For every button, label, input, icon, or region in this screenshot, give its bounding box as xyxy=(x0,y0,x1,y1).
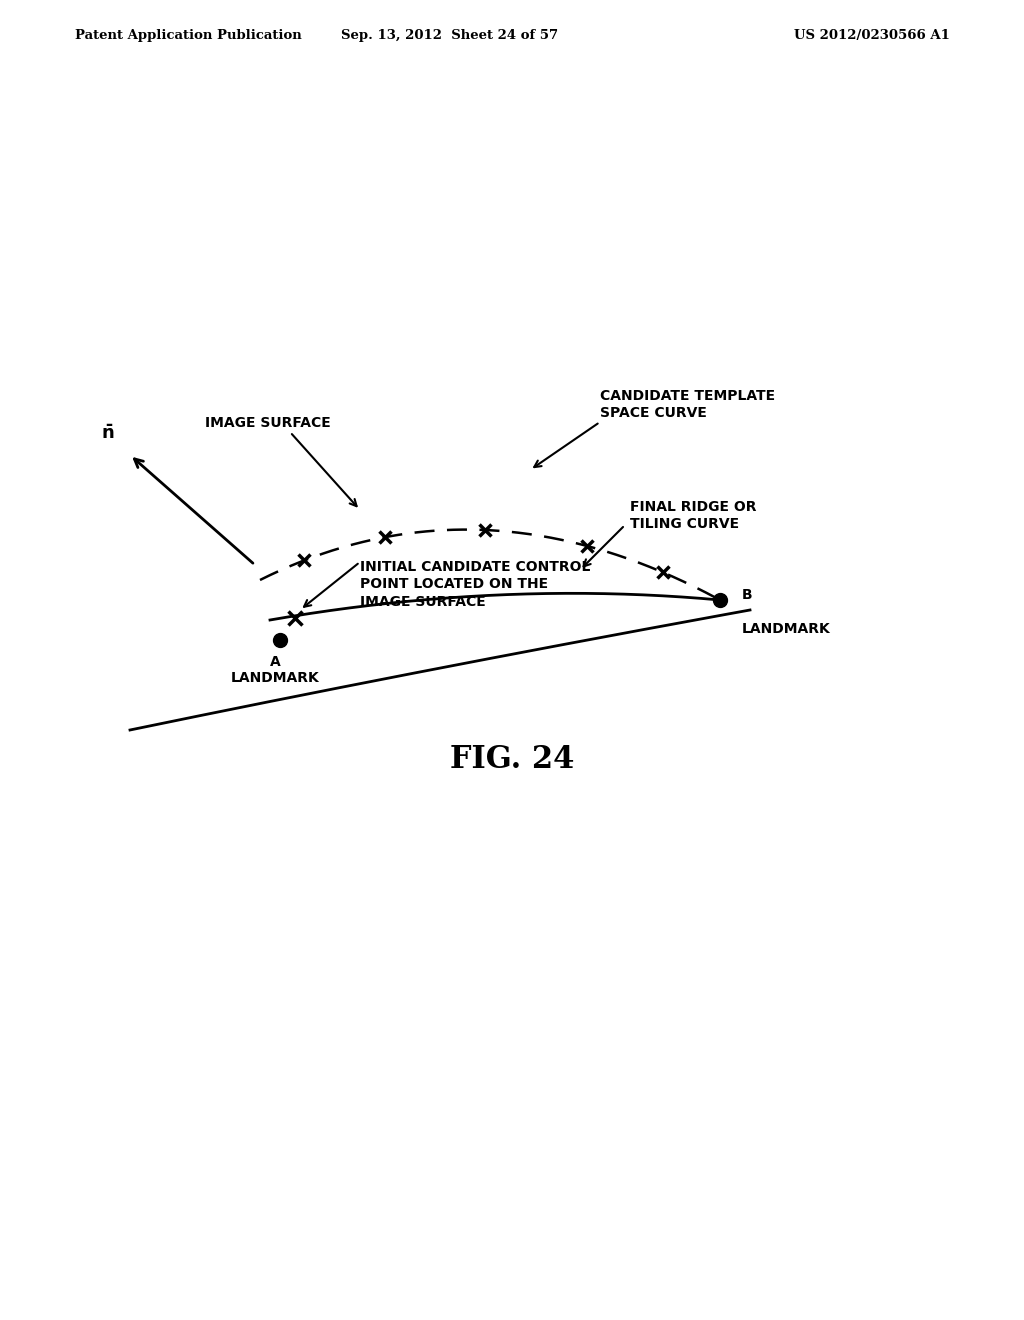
Text: B: B xyxy=(742,587,753,602)
Text: FINAL RIDGE OR
TILING CURVE: FINAL RIDGE OR TILING CURVE xyxy=(630,500,757,532)
Text: Sep. 13, 2012  Sheet 24 of 57: Sep. 13, 2012 Sheet 24 of 57 xyxy=(341,29,558,41)
Text: IMAGE SURFACE: IMAGE SURFACE xyxy=(205,416,331,430)
Text: A
LANDMARK: A LANDMARK xyxy=(230,655,319,685)
Text: US 2012/0230566 A1: US 2012/0230566 A1 xyxy=(795,29,950,41)
Text: LANDMARK: LANDMARK xyxy=(742,622,830,636)
Text: CANDIDATE TEMPLATE
SPACE CURVE: CANDIDATE TEMPLATE SPACE CURVE xyxy=(600,388,775,420)
Text: FIG. 24: FIG. 24 xyxy=(450,744,574,776)
Text: INITIAL CANDIDATE CONTROL
POINT LOCATED ON THE
IMAGE SURFACE: INITIAL CANDIDATE CONTROL POINT LOCATED … xyxy=(360,560,591,609)
Text: $\mathbf{\bar{n}}$: $\mathbf{\bar{n}}$ xyxy=(101,425,115,444)
Text: Patent Application Publication: Patent Application Publication xyxy=(75,29,302,41)
